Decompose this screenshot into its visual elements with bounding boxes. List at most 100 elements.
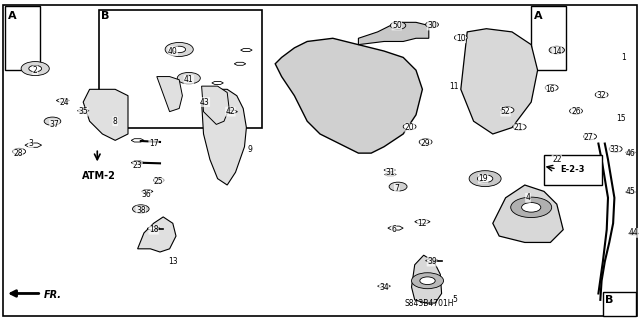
Text: 39: 39 bbox=[427, 257, 437, 266]
Polygon shape bbox=[131, 161, 144, 164]
Polygon shape bbox=[625, 151, 636, 154]
Circle shape bbox=[549, 46, 564, 54]
Text: 34: 34 bbox=[379, 283, 389, 292]
Text: 10: 10 bbox=[456, 34, 466, 43]
Circle shape bbox=[426, 21, 438, 28]
Circle shape bbox=[469, 171, 501, 187]
Polygon shape bbox=[426, 259, 438, 262]
Circle shape bbox=[389, 182, 407, 191]
Circle shape bbox=[412, 273, 444, 289]
Text: 4: 4 bbox=[525, 193, 531, 202]
Bar bbox=[531, 6, 566, 70]
Polygon shape bbox=[83, 89, 128, 140]
Polygon shape bbox=[378, 285, 390, 288]
Text: 41: 41 bbox=[184, 75, 194, 84]
Polygon shape bbox=[202, 86, 229, 124]
Polygon shape bbox=[388, 226, 403, 230]
Text: 28: 28 bbox=[13, 149, 22, 158]
Text: 26: 26 bbox=[571, 107, 581, 116]
Circle shape bbox=[584, 133, 596, 140]
Text: 46: 46 bbox=[625, 149, 636, 158]
Text: 15: 15 bbox=[616, 114, 626, 122]
Polygon shape bbox=[226, 110, 237, 113]
Circle shape bbox=[403, 123, 416, 130]
Circle shape bbox=[522, 203, 541, 212]
Circle shape bbox=[454, 34, 467, 41]
Circle shape bbox=[595, 92, 608, 98]
Text: 7: 7 bbox=[394, 184, 399, 193]
Circle shape bbox=[511, 197, 552, 218]
Polygon shape bbox=[493, 185, 563, 242]
Polygon shape bbox=[157, 77, 182, 112]
Polygon shape bbox=[56, 99, 69, 102]
Text: 2: 2 bbox=[33, 66, 38, 75]
Text: 22: 22 bbox=[552, 155, 561, 164]
Text: 52: 52 bbox=[500, 107, 511, 116]
Circle shape bbox=[165, 42, 193, 56]
Text: 14: 14 bbox=[552, 47, 562, 56]
Polygon shape bbox=[202, 89, 246, 185]
Polygon shape bbox=[384, 168, 396, 172]
Text: 17: 17 bbox=[148, 139, 159, 148]
Circle shape bbox=[44, 117, 61, 125]
Text: 37: 37 bbox=[49, 120, 60, 129]
Polygon shape bbox=[385, 173, 396, 176]
Text: 32: 32 bbox=[596, 91, 607, 100]
Bar bbox=[99, 10, 262, 128]
Polygon shape bbox=[461, 29, 538, 134]
Circle shape bbox=[132, 205, 149, 213]
Text: 30: 30 bbox=[427, 21, 437, 30]
Text: 16: 16 bbox=[545, 85, 556, 94]
Polygon shape bbox=[628, 232, 639, 235]
Text: 45: 45 bbox=[625, 187, 636, 196]
Text: 21: 21 bbox=[514, 123, 523, 132]
Circle shape bbox=[154, 178, 164, 183]
Circle shape bbox=[477, 175, 493, 182]
Circle shape bbox=[21, 62, 49, 76]
Text: 25: 25 bbox=[154, 177, 164, 186]
Text: 50: 50 bbox=[392, 21, 402, 30]
Text: E-2-3: E-2-3 bbox=[561, 165, 585, 174]
Text: FR.: FR. bbox=[44, 290, 61, 300]
Polygon shape bbox=[141, 190, 153, 193]
Text: B: B bbox=[605, 295, 614, 305]
Polygon shape bbox=[212, 81, 223, 85]
Circle shape bbox=[609, 146, 622, 152]
Text: 13: 13 bbox=[168, 257, 178, 266]
Polygon shape bbox=[25, 143, 42, 147]
Circle shape bbox=[513, 124, 526, 130]
Text: 36: 36 bbox=[141, 190, 151, 199]
Circle shape bbox=[13, 148, 26, 155]
Text: A: A bbox=[534, 11, 542, 21]
Text: 35: 35 bbox=[78, 107, 88, 116]
Polygon shape bbox=[131, 139, 144, 142]
Bar bbox=[544, 155, 602, 185]
Text: 27: 27 bbox=[584, 133, 594, 142]
Text: 24: 24 bbox=[59, 98, 69, 107]
Polygon shape bbox=[275, 38, 422, 153]
Circle shape bbox=[420, 277, 435, 285]
Circle shape bbox=[570, 108, 582, 114]
Circle shape bbox=[545, 85, 558, 91]
Bar bbox=[603, 292, 636, 316]
Text: 20: 20 bbox=[404, 123, 415, 132]
Text: S843B4701H: S843B4701H bbox=[404, 299, 454, 308]
Polygon shape bbox=[625, 191, 636, 193]
Text: 18: 18 bbox=[149, 225, 158, 234]
Circle shape bbox=[390, 22, 406, 29]
Text: 1: 1 bbox=[621, 53, 627, 62]
Circle shape bbox=[29, 65, 42, 72]
Text: 6: 6 bbox=[391, 225, 396, 234]
Polygon shape bbox=[241, 48, 252, 52]
Circle shape bbox=[419, 139, 432, 145]
Circle shape bbox=[173, 46, 186, 53]
Polygon shape bbox=[415, 220, 430, 224]
Circle shape bbox=[501, 107, 514, 113]
Bar bbox=[5, 6, 40, 70]
Text: 29: 29 bbox=[420, 139, 431, 148]
Text: 11: 11 bbox=[450, 82, 459, 91]
Polygon shape bbox=[147, 227, 160, 230]
Text: 42: 42 bbox=[225, 107, 236, 116]
Polygon shape bbox=[552, 156, 564, 160]
Text: B: B bbox=[101, 11, 109, 21]
